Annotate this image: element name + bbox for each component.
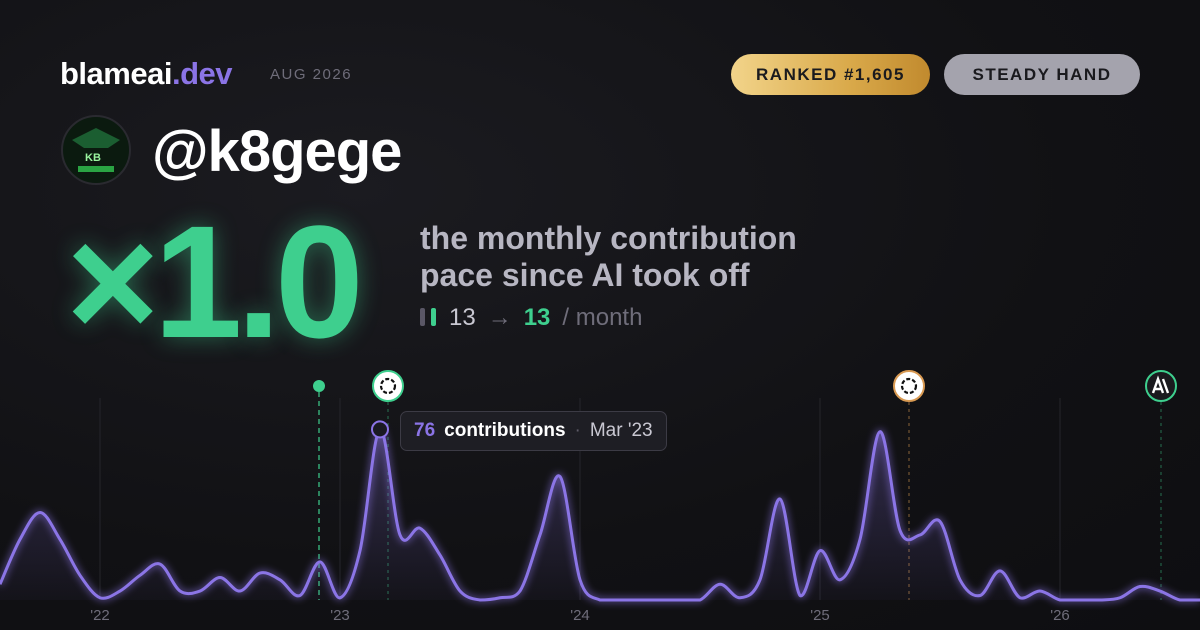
description-line: the monthly contribution (420, 220, 797, 256)
brand-name: blameai (60, 56, 172, 91)
pace-before: 13 (449, 304, 476, 331)
pace-after: 13 (523, 304, 551, 331)
tooltip-separator: · (574, 420, 581, 441)
x-tick-label: '26 (1050, 607, 1070, 624)
pace: 13 → 13 / month (449, 304, 642, 332)
multiplier: ×1.0 (66, 192, 364, 371)
x-tick-label: '23 (330, 607, 350, 624)
brand-tld: .dev (171, 56, 233, 91)
avatar: KB (61, 115, 131, 185)
avatar-text: KB (85, 152, 101, 164)
pace-legend (420, 308, 436, 326)
event-icon (893, 370, 925, 402)
tooltip: 76 contributions · Mar '23 (400, 411, 667, 451)
pace-arrow: → (487, 304, 512, 331)
line (0, 427, 1200, 602)
rank-badge: RANKED #1,605 (731, 54, 930, 95)
highlight-point (371, 420, 389, 439)
area (0, 429, 1200, 600)
handle: @k8gege (152, 119, 402, 184)
brand: blameai.dev (60, 56, 232, 92)
event-icon (1145, 370, 1177, 402)
period: AUG 2026 (270, 66, 353, 83)
x-tick-label: '22 (90, 607, 110, 624)
description: the monthly contribution pace since AI t… (420, 220, 797, 294)
event-dot (313, 380, 325, 392)
description-line: pace since AI took off (420, 257, 750, 293)
pace-unit: / month (562, 304, 643, 331)
style-badge: STEADY HAND (944, 54, 1140, 95)
event-icon (372, 370, 404, 402)
tooltip-date: Mar '23 (589, 420, 653, 441)
tooltip-label: contributions (444, 420, 566, 441)
tooltip-value: 76 (414, 420, 436, 441)
x-tick-label: '25 (810, 607, 830, 624)
x-tick-label: '24 (570, 607, 590, 624)
